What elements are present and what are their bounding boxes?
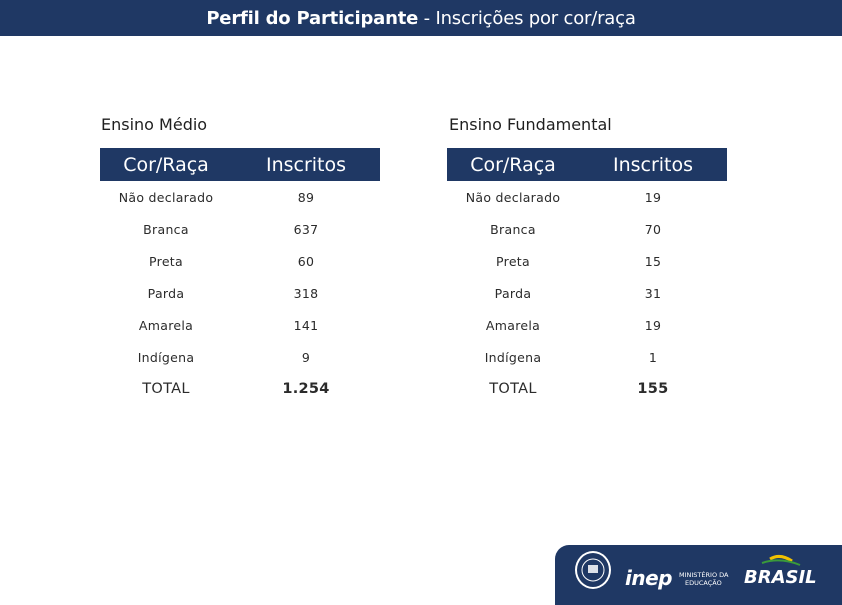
cell-cor-raca: Preta <box>496 253 530 269</box>
brasil-wordmark: BRASIL <box>744 567 817 588</box>
cell-cor-raca: Indígena <box>484 349 542 365</box>
table-row: Não declarado 89 <box>100 181 380 213</box>
cell-cor-raca: Amarela <box>138 317 194 333</box>
table-row: Branca 637 <box>100 213 380 245</box>
table-row: Preta 15 <box>447 245 727 277</box>
table-row: Indígena 9 <box>100 341 380 373</box>
table-row: Não declarado 19 <box>447 181 727 213</box>
total-label: TOTAL <box>489 381 537 397</box>
cell-inscritos: 637 <box>293 221 319 237</box>
table-row: Indígena 1 <box>447 341 727 373</box>
ministerio-educacao-logo: MINISTÉRIO DA EDUCAÇÃO <box>679 571 728 587</box>
table-ensino-fundamental: Cor/Raça Inscritos Não declarado 19 Branc… <box>447 148 727 405</box>
cell-cor-raca: Amarela <box>485 317 541 333</box>
column-header-inscritos: Inscritos <box>579 148 727 181</box>
section-title-ensino-medio: Ensino Médio <box>101 115 208 134</box>
table-header-row: Cor/Raça Inscritos <box>447 148 727 181</box>
cell-inscritos: 19 <box>644 317 662 333</box>
inep-logo: inep <box>625 566 672 590</box>
cell-cor-raca: Branca <box>490 221 536 237</box>
page-header: Perfil do Participante - Inscrições por … <box>0 0 842 36</box>
cell-cor-raca: Parda <box>147 285 185 301</box>
total-label: TOTAL <box>142 381 190 397</box>
cell-inscritos: 70 <box>644 221 662 237</box>
cell-cor-raca: Não declarado <box>465 189 561 205</box>
cell-inscritos: 9 <box>301 349 311 365</box>
cell-inscritos: 89 <box>297 189 315 205</box>
cell-inscritos: 31 <box>644 285 662 301</box>
column-header-cor-raca: Cor/Raça <box>100 148 232 181</box>
cell-cor-raca: Preta <box>149 253 183 269</box>
mec-line1: MINISTÉRIO DA <box>679 571 729 579</box>
table-row: Parda 31 <box>447 277 727 309</box>
table-ensino-medio: Cor/Raça Inscritos Não declarado 89 Branc… <box>100 148 380 405</box>
cell-cor-raca: Não declarado <box>118 189 214 205</box>
header-title-rest: - Inscrições por cor/raça <box>418 7 636 29</box>
column-header-inscritos: Inscritos <box>232 148 380 181</box>
table-header-row: Cor/Raça Inscritos <box>100 148 380 181</box>
cell-cor-raca: Branca <box>143 221 189 237</box>
table-row: Amarela 141 <box>100 309 380 341</box>
cell-inscritos: 318 <box>293 285 319 301</box>
table-row: Branca 70 <box>447 213 727 245</box>
inep-anniversary-badge-icon <box>575 551 611 589</box>
total-value: 155 <box>637 381 669 397</box>
total-row: TOTAL 155 <box>447 373 727 405</box>
cell-inscritos: 19 <box>644 189 662 205</box>
cell-inscritos: 1 <box>648 349 658 365</box>
brasil-governo-federal-logo: BRASIL <box>740 553 822 591</box>
table-row: Preta 60 <box>100 245 380 277</box>
section-title-ensino-fundamental: Ensino Fundamental <box>449 115 612 134</box>
total-row: TOTAL 1.254 <box>100 373 380 405</box>
total-value: 1.254 <box>282 381 330 397</box>
cell-inscritos: 141 <box>293 317 319 333</box>
cell-cor-raca: Indígena <box>137 349 195 365</box>
mec-line2: EDUCAÇÃO <box>685 579 722 587</box>
cell-inscritos: 60 <box>297 253 315 269</box>
table-row: Parda 318 <box>100 277 380 309</box>
column-header-cor-raca: Cor/Raça <box>447 148 579 181</box>
cell-cor-raca: Parda <box>494 285 532 301</box>
header-title-bold: Perfil do Participante <box>206 7 419 29</box>
cell-inscritos: 15 <box>644 253 662 269</box>
table-row: Amarela 19 <box>447 309 727 341</box>
